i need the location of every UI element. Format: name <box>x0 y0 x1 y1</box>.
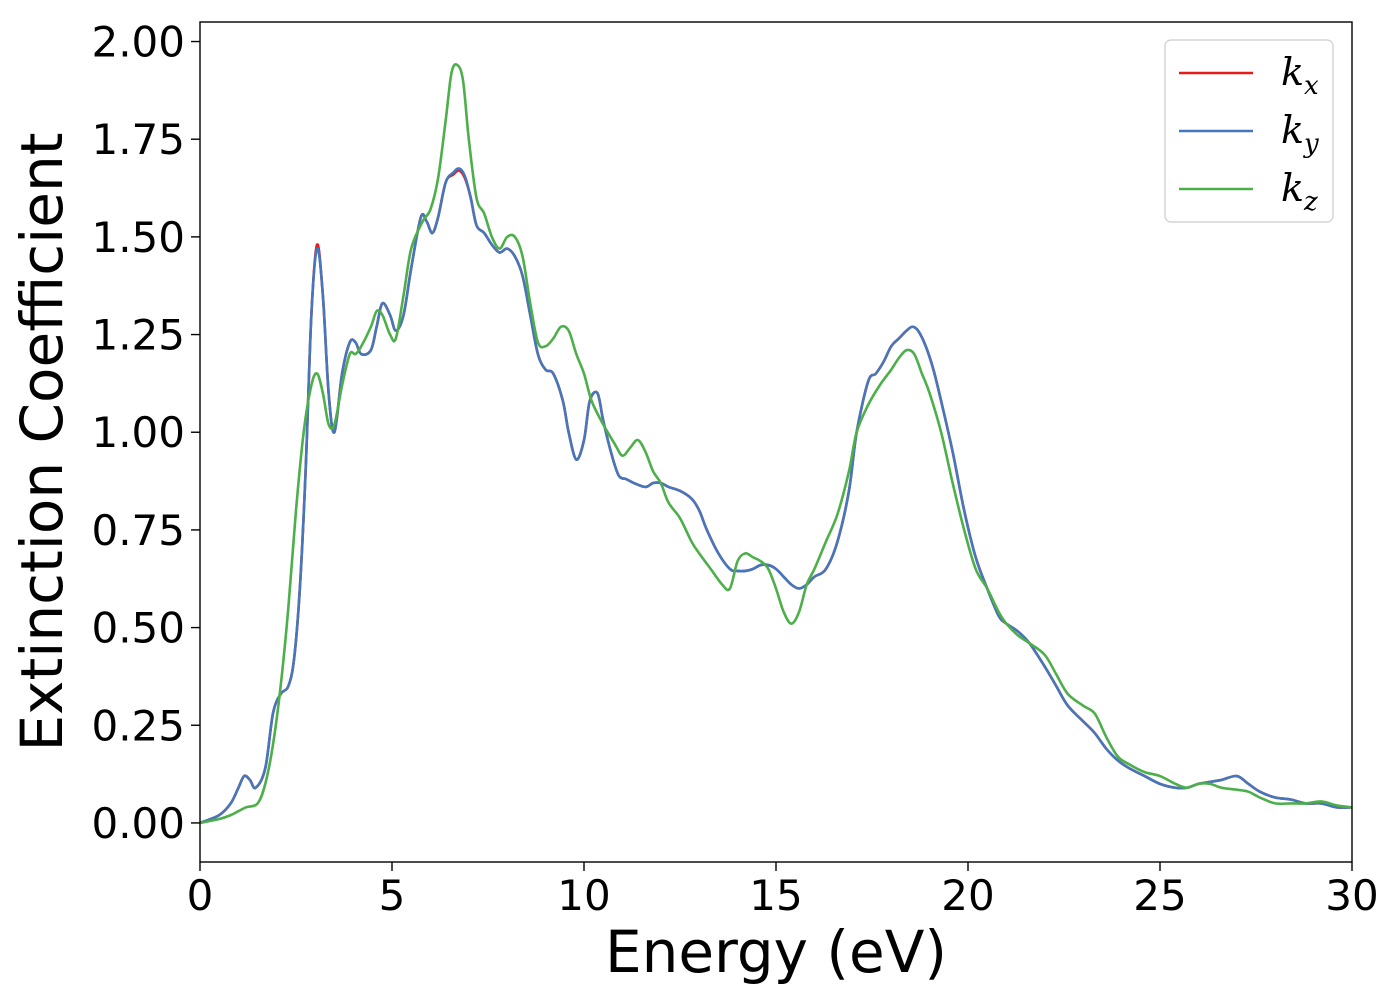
y-tick-label: 1.00 <box>91 408 185 457</box>
y-tick-label: 0.00 <box>91 799 185 848</box>
legend-label: kx <box>1281 50 1319 101</box>
y-axis: 0.00 0.25 0.50 0.75 1.00 1.25 1.50 1.75 2.00 <box>91 18 200 848</box>
y-tick-label: 0.75 <box>91 506 185 555</box>
x-tick-label: 10 <box>557 871 610 920</box>
x-axis: 0 5 10 15 20 25 30 <box>187 862 1379 920</box>
legend-label: ky <box>1281 108 1319 159</box>
y-axis-title: Extinction Coefficient <box>8 133 76 752</box>
legend: kx ky kz <box>1164 39 1334 223</box>
y-tick-label: 0.50 <box>91 604 185 653</box>
series-line-k-z <box>200 63 1352 825</box>
y-tick-label: 1.75 <box>91 115 185 164</box>
y-tick-label: 0.25 <box>91 701 185 750</box>
x-tick-label: 20 <box>941 871 994 920</box>
x-tick-label: 15 <box>749 871 802 920</box>
y-tick-label: 2.00 <box>91 18 185 67</box>
x-tick-label: 30 <box>1325 871 1378 920</box>
series-line-k-x <box>200 169 1352 825</box>
x-tick-label: 0 <box>187 871 214 920</box>
x-axis-title: Energy (eV) <box>605 918 947 986</box>
series-lines <box>200 63 1352 825</box>
x-tick-label: 25 <box>1133 871 1186 920</box>
y-tick-label: 1.25 <box>91 311 185 360</box>
series-line-k-y <box>200 167 1352 825</box>
y-tick-label: 1.50 <box>91 213 185 262</box>
legend-label: kz <box>1281 166 1318 217</box>
x-tick-label: 5 <box>379 871 406 920</box>
